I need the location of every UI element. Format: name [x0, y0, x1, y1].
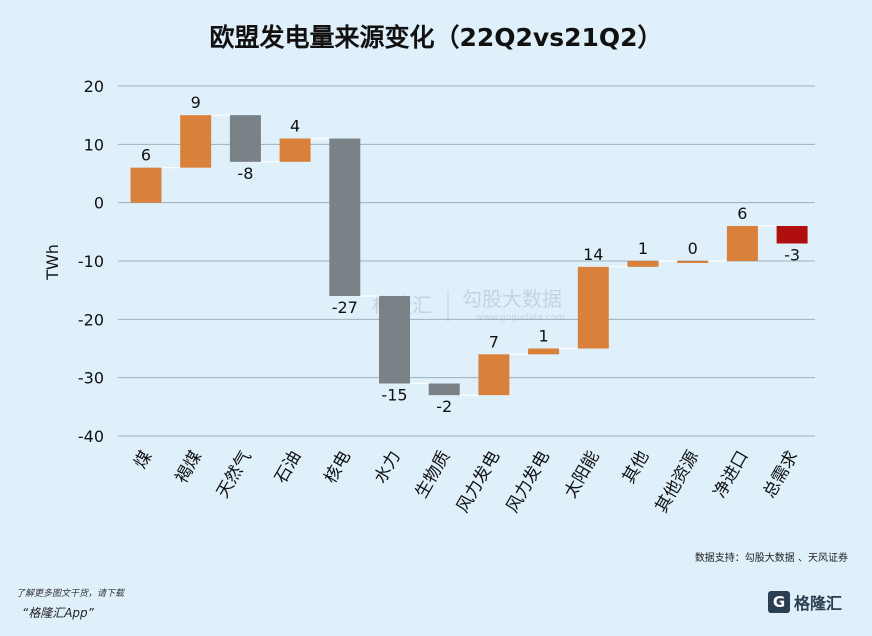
bar: [726, 226, 758, 261]
y-tick-label: 0: [94, 194, 104, 213]
x-tick-label: 石油: [271, 448, 305, 487]
data-label: 0: [688, 239, 698, 258]
app-name: “格隆汇App”: [22, 606, 94, 620]
brand-name: 格隆汇: [794, 594, 843, 613]
bar: [677, 261, 709, 263]
bar: [528, 348, 560, 355]
bar: [478, 354, 510, 396]
y-ticks: 20 10 0 -10 -20 -30 -40: [78, 77, 104, 446]
x-tick-label: 核电: [321, 448, 355, 487]
y-axis-label: TWh: [43, 244, 62, 281]
data-label: 9: [191, 93, 201, 112]
x-tick-label: 褐煤: [172, 448, 206, 487]
x-tick-label: 煤: [131, 448, 157, 473]
data-label: -15: [381, 386, 407, 405]
data-label: -27: [332, 298, 358, 317]
source-note: 数据支持：勾股大数据 、天风证券: [694, 553, 848, 564]
y-tick-label: 10: [84, 135, 104, 154]
x-tick-label: 净进口: [710, 448, 753, 502]
x-tick-label: 天然气: [213, 448, 256, 502]
data-label: -8: [237, 164, 253, 183]
data-label: 1: [539, 327, 549, 346]
bar: [379, 296, 410, 384]
data-label: 6: [737, 204, 747, 223]
data-label: 7: [489, 332, 499, 351]
data-labels: 69-84-27-15-27 114 1 06-3: [141, 93, 800, 416]
connectors: [161, 114, 777, 396]
x-tick-label: 生物质: [412, 448, 455, 502]
bar: [229, 115, 261, 162]
download-note: 了解更多图文干货，请下载: [16, 589, 125, 599]
bars: [130, 115, 808, 396]
data-label: 14: [583, 245, 603, 264]
bar: [627, 261, 659, 267]
logo-icon: G: [768, 591, 790, 613]
x-tick-label: 风力发电: [503, 448, 554, 517]
x-tick-label: 总需求: [760, 448, 803, 502]
bar: [180, 115, 212, 168]
bar: [428, 383, 460, 396]
watermark-partner-url: www.gogudata.com: [476, 313, 565, 323]
bar: [776, 226, 808, 244]
bar: [130, 167, 162, 203]
y-tick-label: -30: [78, 369, 104, 388]
bar: [329, 138, 361, 296]
y-tick-label: -40: [78, 427, 104, 446]
brand-logo: G 格隆汇: [768, 590, 842, 614]
y-tick-label: -20: [78, 310, 104, 329]
x-tick-label: 其他: [619, 448, 653, 487]
y-tick-label: 20: [84, 77, 104, 96]
x-tick-label: 太阳能: [561, 448, 604, 502]
watermark-partner: 勾股大数据: [462, 287, 562, 311]
data-label: 6: [141, 146, 151, 165]
x-ticks: 煤褐煤 天然气 石油 核电 水力 生物质风力发电风力发电 太阳能 其他其他资源 净进口 总需求: [131, 448, 803, 517]
data-label: 4: [290, 117, 300, 136]
data-label: -3: [784, 246, 800, 265]
bar: [279, 138, 311, 162]
bar: [577, 266, 609, 349]
x-tick-label: 其他资源: [652, 448, 703, 517]
data-label: 1: [638, 239, 648, 258]
chart-title: 欧盟发电量来源变化（22Q2vs21Q2）: [209, 23, 663, 52]
y-tick-label: -10: [78, 252, 104, 271]
x-tick-label: 水力: [371, 448, 405, 487]
data-label: -2: [436, 397, 452, 416]
x-tick-label: 风力发电: [453, 448, 504, 517]
